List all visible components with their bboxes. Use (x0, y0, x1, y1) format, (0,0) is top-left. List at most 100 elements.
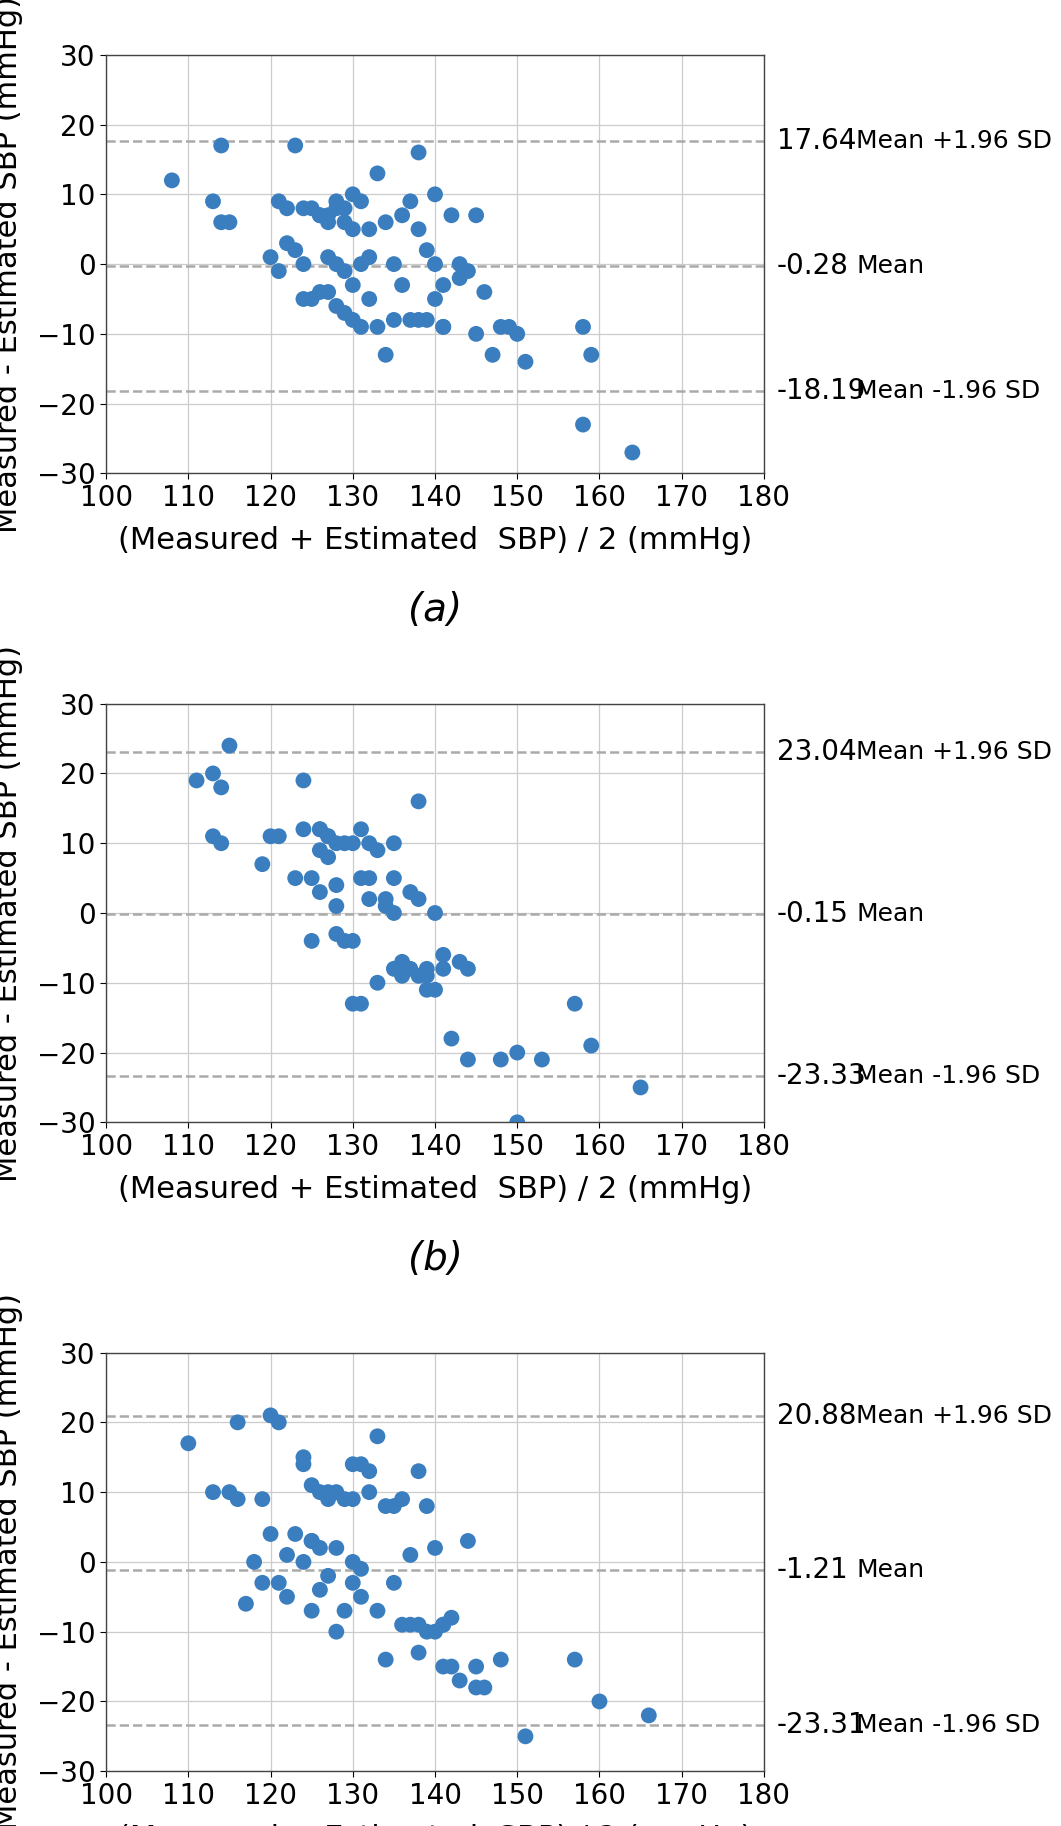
Point (221, 208, 238, 237)
Point (435, 312, 452, 341)
Point (582, 340, 599, 369)
Point (271, 186, 288, 215)
Point (361, 1457, 378, 1486)
Point (295, 765, 312, 794)
Point (229, 1408, 246, 1437)
Point (303, 926, 320, 955)
Point (303, 1527, 320, 1556)
Point (411, 137, 428, 166)
Point (575, 312, 592, 341)
Point (411, 787, 428, 816)
Text: -18.19: -18.19 (777, 376, 867, 405)
Point (286, 131, 303, 161)
Point (213, 829, 230, 858)
Point (361, 829, 378, 858)
Point (369, 1596, 386, 1625)
Text: 20.88: 20.88 (777, 1402, 856, 1430)
Point (238, 1589, 255, 1618)
Point (229, 1485, 246, 1514)
Point (345, 990, 362, 1019)
Point (411, 884, 428, 913)
Point (213, 208, 230, 237)
Point (411, 1611, 428, 1640)
Point (319, 201, 336, 230)
Point (427, 898, 443, 928)
Point (394, 1485, 411, 1514)
Point (435, 1611, 452, 1640)
Point (312, 814, 329, 844)
Point (312, 1576, 329, 1605)
Text: Mean -1.96 SD: Mean -1.96 SD (856, 1065, 1040, 1088)
Point (328, 194, 345, 223)
Point (418, 1492, 435, 1521)
Point (180, 1428, 197, 1457)
Point (328, 1618, 345, 1647)
Point (427, 975, 443, 1004)
Point (254, 1569, 271, 1598)
Point (369, 159, 386, 188)
Point (345, 926, 362, 955)
Point (385, 864, 402, 893)
Point (385, 829, 402, 858)
Point (295, 285, 312, 314)
Point (328, 1534, 345, 1563)
Point (575, 411, 592, 440)
Point (345, 1485, 362, 1514)
Point (402, 955, 419, 984)
Y-axis label: Measured - Estimated SBP (mmHg): Measured - Estimated SBP (mmHg) (0, 645, 23, 1181)
Point (582, 1032, 599, 1061)
Point (484, 340, 501, 369)
Point (319, 208, 336, 237)
Point (213, 772, 230, 802)
Point (394, 201, 411, 230)
Point (271, 1408, 288, 1437)
Point (319, 822, 336, 851)
Point (279, 194, 296, 223)
Point (271, 822, 288, 851)
Point (336, 1596, 353, 1625)
Point (303, 194, 320, 223)
Y-axis label: Measured - Estimated SBP (mmHg): Measured - Estimated SBP (mmHg) (0, 1293, 23, 1826)
Point (451, 1665, 468, 1695)
Point (286, 236, 303, 265)
Point (295, 194, 312, 223)
Point (369, 968, 386, 997)
Point (319, 1561, 336, 1590)
Text: Mean: Mean (856, 254, 924, 278)
Point (303, 1527, 320, 1556)
Point (385, 1569, 402, 1598)
Point (402, 1611, 419, 1640)
Point (567, 1645, 584, 1674)
Text: 17.64: 17.64 (777, 128, 856, 155)
Point (435, 955, 452, 984)
Point (385, 305, 402, 334)
Point (378, 340, 395, 369)
X-axis label: (Measured + Estimated  SBP) / 2 (mmHg): (Measured + Estimated SBP) / 2 (mmHg) (118, 1174, 752, 1203)
Point (468, 1653, 485, 1682)
Point (418, 236, 435, 265)
Point (435, 1653, 452, 1682)
Point (411, 1638, 428, 1667)
Point (427, 1534, 443, 1563)
Point (394, 948, 411, 977)
Point (435, 270, 452, 299)
Text: (b): (b) (407, 1240, 463, 1278)
Point (361, 243, 378, 272)
Point (361, 285, 378, 314)
Point (312, 814, 329, 844)
Point (254, 1485, 271, 1514)
Point (378, 891, 395, 920)
Point (319, 842, 336, 871)
Point (378, 208, 395, 237)
Point (205, 760, 222, 789)
Point (418, 305, 435, 334)
Point (418, 1618, 435, 1647)
Point (262, 243, 279, 272)
Text: Mean +1.96 SD: Mean +1.96 SD (856, 130, 1053, 153)
Text: Mean +1.96 SD: Mean +1.96 SD (856, 1404, 1053, 1428)
Point (591, 1687, 608, 1716)
Point (468, 320, 485, 349)
Point (336, 194, 353, 223)
Point (402, 878, 419, 908)
Point (361, 215, 378, 245)
